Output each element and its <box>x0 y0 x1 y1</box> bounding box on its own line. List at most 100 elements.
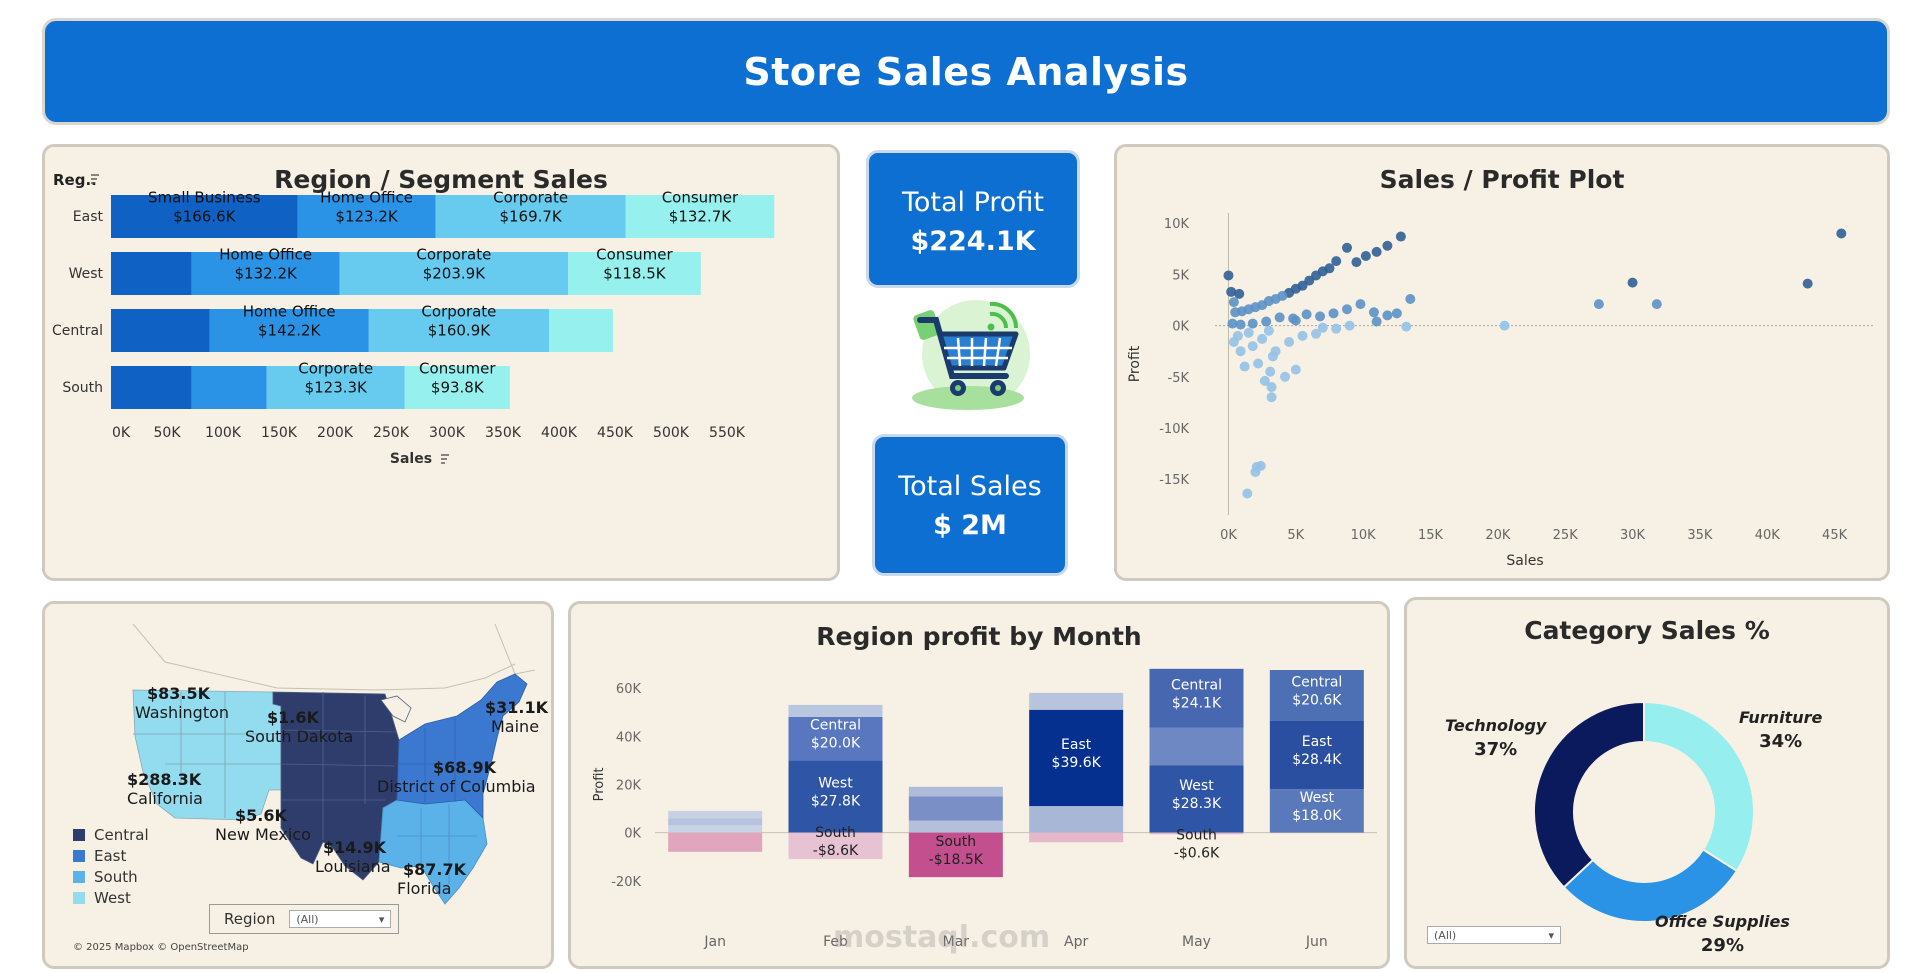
segment-data-label: $166.6K <box>173 208 236 226</box>
x-axis-title: Sales <box>390 451 432 467</box>
profit-segment <box>1029 692 1124 710</box>
profit-segment <box>1029 832 1124 843</box>
canada-border-line <box>494 623 536 675</box>
profit-segment <box>908 796 1003 821</box>
scatter-point <box>1230 307 1241 318</box>
category-sales-title: Category Sales % <box>1524 616 1770 645</box>
scatter-point <box>1284 336 1295 347</box>
y-axis-title: Profit <box>592 767 607 801</box>
profit-segment <box>668 832 763 852</box>
x-tick-label: 350K <box>485 425 522 441</box>
x-tick-label: Apr <box>1064 934 1088 950</box>
x-axis-title: Sales <box>1506 553 1543 569</box>
legend-item-west[interactable]: West <box>73 887 149 908</box>
scatter-point <box>1405 293 1416 304</box>
category-sales-panel: Category Sales % Technology 37% Furnitur… <box>1404 597 1890 969</box>
scatter-point <box>1265 366 1276 377</box>
profit-data-label: East <box>1302 734 1333 750</box>
legend-item-central[interactable]: Central <box>73 824 149 845</box>
segment-bar <box>549 309 613 352</box>
scatter-point <box>1247 318 1258 329</box>
region-segment-panel: Region / Segment Sales Reg.. East Small Bu… <box>42 144 840 581</box>
x-tick-label: 45K <box>1822 528 1848 543</box>
chevron-down-icon: ▾ <box>378 912 385 926</box>
scatter-point <box>1328 308 1339 319</box>
scatter-point <box>1266 392 1277 403</box>
segment-data-label: Consumer <box>662 189 739 207</box>
region-profit-title: Region profit by Month <box>816 622 1142 651</box>
scatter-point <box>1247 341 1258 352</box>
profit-data-label: $24.1K <box>1172 695 1222 711</box>
scatter-point <box>1259 375 1270 386</box>
great-lakes <box>380 695 412 723</box>
x-tick-label: 300K <box>429 425 466 441</box>
scatter-point <box>1627 277 1638 288</box>
region-filter[interactable]: Region (All) ▾ <box>209 904 399 934</box>
segment-bar <box>266 366 405 409</box>
scatter-point <box>1351 257 1362 268</box>
segment-bar <box>568 252 701 295</box>
scatter-point <box>1360 250 1371 261</box>
scatter-point <box>1342 242 1352 253</box>
map-legend: Central East South West <box>73 824 149 908</box>
map-label-california: $288.3K California <box>127 770 203 808</box>
y-tick-label: 40K <box>616 730 642 745</box>
region-filter-label: Region <box>224 910 276 928</box>
y-tick-label: -5K <box>1168 371 1190 386</box>
sales-profit-title: Sales / Profit Plot <box>1379 165 1625 194</box>
profit-segment <box>1149 727 1244 766</box>
segment-data-label: $160.9K <box>428 322 491 340</box>
y-tick-label: -15K <box>1159 473 1189 488</box>
x-tick-label: 150K <box>261 425 298 441</box>
row-header: Reg.. <box>53 171 97 189</box>
scatter-point <box>1311 328 1322 339</box>
x-tick-label: Mar <box>943 934 970 950</box>
segment-data-label: Corporate <box>416 246 491 264</box>
profit-segment <box>1149 765 1244 833</box>
total-sales-label: Total Sales <box>898 471 1042 502</box>
segment-bar <box>111 252 192 295</box>
x-tick-label: 0K <box>1220 528 1237 543</box>
dashboard-title: Store Sales Analysis <box>743 49 1189 94</box>
segment-data-label: Consumer <box>596 246 673 264</box>
x-tick-label: 15K <box>1418 528 1444 543</box>
segment-data-label: $132.7K <box>669 208 732 226</box>
category-filter-select[interactable]: (All) ▾ <box>1427 926 1561 944</box>
scatter-point <box>1395 231 1406 242</box>
profit-data-label: -$18.5K <box>929 852 984 868</box>
total-profit-label: Total Profit <box>901 187 1045 218</box>
scatter-point <box>1371 316 1382 327</box>
sort-icon <box>441 454 449 464</box>
profit-data-label: Central <box>810 718 861 734</box>
x-tick-label: Jun <box>1305 934 1328 950</box>
profit-segment <box>668 818 763 826</box>
map-label-florida: $87.7K Florida <box>397 860 467 898</box>
profit-segment <box>908 786 1003 797</box>
map-panel: $83.5K Washington $1.6K South Dakota $31… <box>42 601 554 969</box>
legend-item-south[interactable]: South <box>73 866 149 887</box>
segment-bar <box>191 366 267 409</box>
segment-data-label: Corporate <box>421 303 496 321</box>
scatter-point <box>1266 382 1277 393</box>
y-tick-label: -10K <box>1159 422 1189 437</box>
profit-data-label: East <box>1061 737 1092 753</box>
scatter-point <box>1257 333 1268 344</box>
segment-data-label: $93.8K <box>431 379 485 397</box>
region-filter-select[interactable]: (All) ▾ <box>289 910 392 928</box>
watermark: mostaql.com <box>833 920 1051 955</box>
scatter-point <box>1250 467 1261 478</box>
legend-item-east[interactable]: East <box>73 845 149 866</box>
region-segment-chart: Reg.. East Small Business$166.6K Home Offic… <box>52 171 775 467</box>
scatter-point <box>1253 358 1264 369</box>
profit-segment <box>788 760 883 833</box>
scatter-point <box>1234 288 1245 299</box>
y-tick-label: 5K <box>1172 268 1189 283</box>
profit-data-label: -$8.6K <box>813 843 859 859</box>
scatter-point <box>1344 320 1355 331</box>
scatter-point <box>1223 270 1234 281</box>
dashboard-header: Store Sales Analysis <box>42 18 1890 125</box>
category-donut-chart <box>1533 700 1755 923</box>
x-tick-label: 10K <box>1351 528 1377 543</box>
x-tick-label: 5K <box>1287 528 1304 543</box>
scatter-point <box>1331 323 1342 334</box>
